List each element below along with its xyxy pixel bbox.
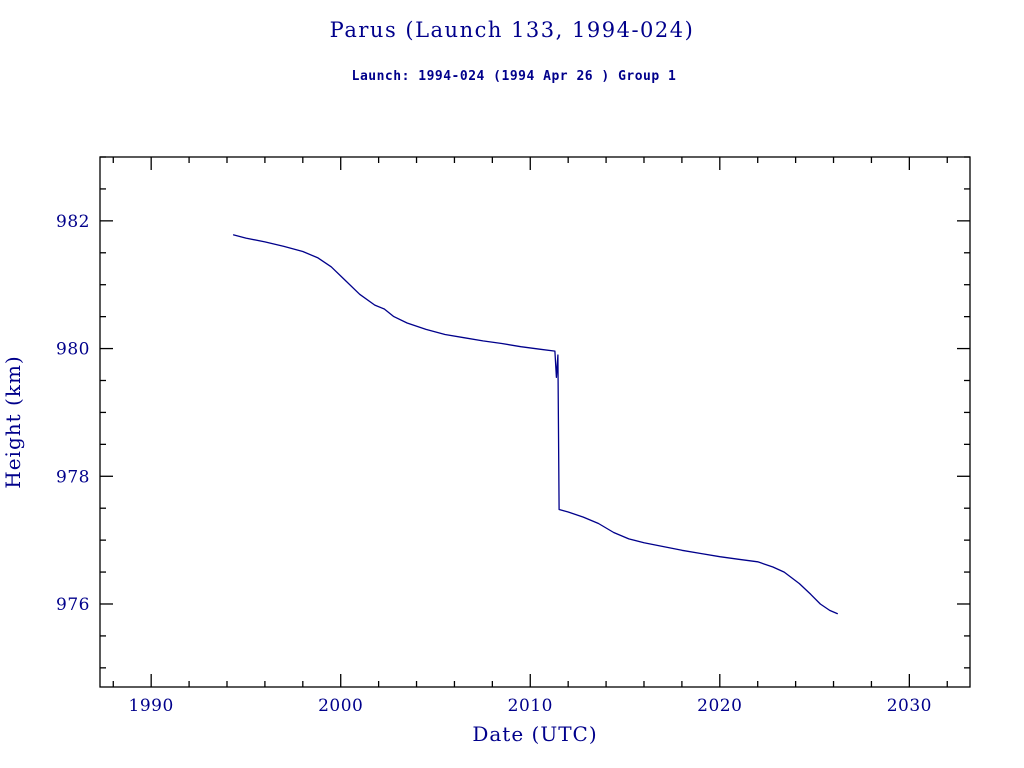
x-tick-label: 2030: [887, 696, 932, 716]
page-subtitle: Launch: 1994-024 (1994 Apr 26 ) Group 1: [352, 69, 677, 84]
x-axis-title: Date (UTC): [472, 722, 597, 746]
x-tick-label: 2000: [318, 696, 363, 716]
x-tick-label: 1990: [129, 696, 174, 716]
x-tick-label: 2020: [697, 696, 742, 716]
y-tick-label: 982: [56, 212, 90, 232]
page-title: Parus (Launch 133, 1994-024): [330, 18, 695, 42]
y-tick-label: 980: [56, 340, 90, 360]
y-tick-label: 976: [56, 595, 90, 615]
x-tick-label: 2010: [508, 696, 553, 716]
y-tick-label: 978: [56, 467, 90, 487]
y-axis-title: Height (km): [1, 355, 25, 488]
data-line-orbit-height-km: [232, 234, 838, 615]
plot-frame: [99, 156, 971, 688]
